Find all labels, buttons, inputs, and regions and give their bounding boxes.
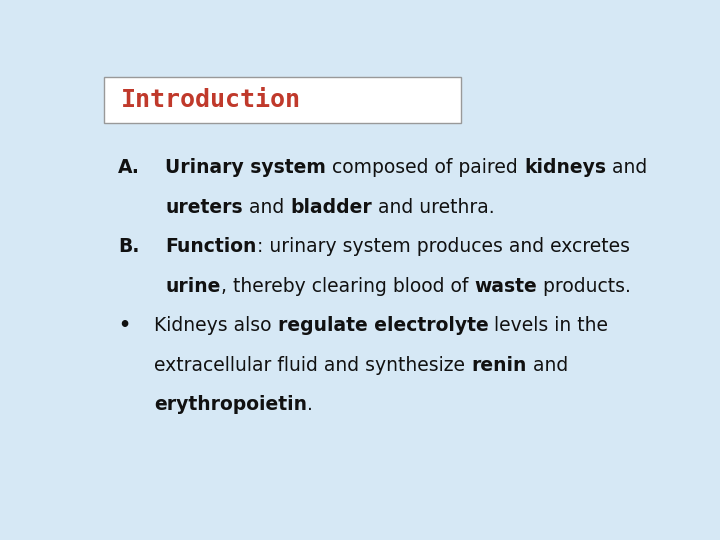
Text: Function: Function bbox=[166, 238, 257, 256]
Text: and: and bbox=[606, 158, 647, 177]
Text: and urethra.: and urethra. bbox=[372, 198, 495, 217]
Text: waste: waste bbox=[474, 277, 537, 296]
Text: ureters: ureters bbox=[166, 198, 243, 217]
Text: bladder: bladder bbox=[290, 198, 372, 217]
Text: B.: B. bbox=[118, 238, 139, 256]
FancyBboxPatch shape bbox=[104, 77, 461, 123]
Text: urine: urine bbox=[166, 277, 221, 296]
Text: Kidneys also: Kidneys also bbox=[154, 316, 278, 335]
Text: , thereby clearing blood of: , thereby clearing blood of bbox=[221, 277, 474, 296]
Text: Introduction: Introduction bbox=[121, 88, 301, 112]
Text: and: and bbox=[526, 356, 568, 375]
Text: : urinary system produces and excretes: : urinary system produces and excretes bbox=[257, 238, 630, 256]
Text: erythropoietin: erythropoietin bbox=[154, 395, 307, 414]
Text: levels in the: levels in the bbox=[488, 316, 608, 335]
Text: kidneys: kidneys bbox=[524, 158, 606, 177]
Text: •: • bbox=[118, 316, 130, 335]
Text: A.: A. bbox=[118, 158, 140, 177]
Text: .: . bbox=[307, 395, 313, 414]
Text: and: and bbox=[243, 198, 290, 217]
Text: renin: renin bbox=[471, 356, 526, 375]
Text: products.: products. bbox=[537, 277, 631, 296]
Text: composed of paired: composed of paired bbox=[326, 158, 524, 177]
Text: Urinary system: Urinary system bbox=[166, 158, 326, 177]
Text: regulate electrolyte: regulate electrolyte bbox=[278, 316, 488, 335]
Text: extracellular fluid and synthesize: extracellular fluid and synthesize bbox=[154, 356, 471, 375]
